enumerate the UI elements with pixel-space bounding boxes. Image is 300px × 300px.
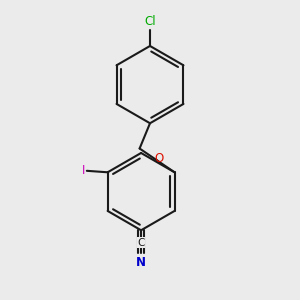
Text: N: N (136, 256, 146, 269)
Text: Cl: Cl (144, 15, 156, 28)
Text: O: O (154, 152, 163, 165)
Text: C: C (137, 238, 145, 248)
Text: I: I (82, 164, 85, 177)
